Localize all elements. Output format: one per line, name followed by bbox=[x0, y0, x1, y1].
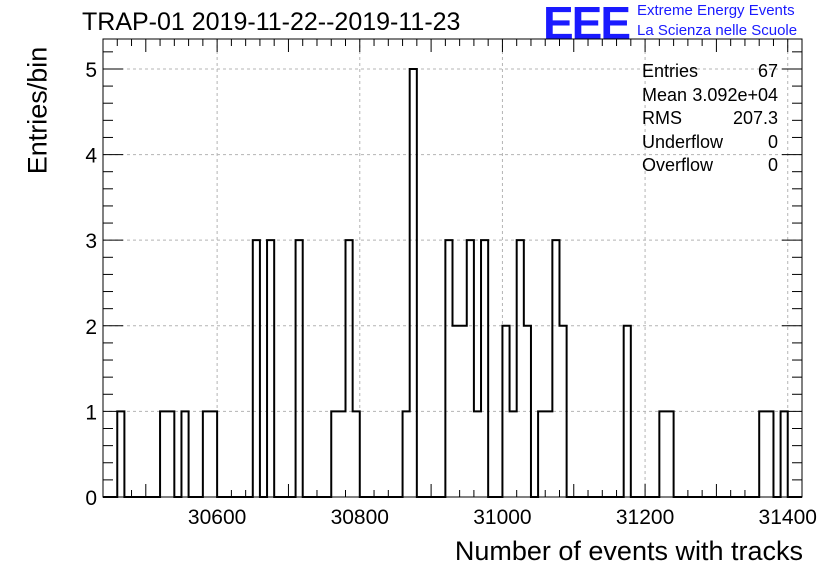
y-axis-ticks: 0 1 2 3 4 5 bbox=[85, 51, 802, 510]
y-tick-label: 3 bbox=[85, 230, 97, 253]
histogram-bin bbox=[552, 240, 559, 497]
stat-value: 67 bbox=[757, 61, 778, 81]
histogram-bin bbox=[781, 411, 788, 497]
stat-row-overflow: Overflow 0 bbox=[642, 154, 778, 178]
histogram-bin bbox=[296, 240, 303, 497]
chart-title: TRAP-01 2019-11-22--2019-11-23 bbox=[82, 8, 461, 36]
histogram-bin bbox=[545, 411, 552, 497]
x-tick-label: 31000 bbox=[473, 506, 531, 529]
stat-value: 0 bbox=[767, 155, 778, 175]
stat-name: Mean bbox=[642, 84, 688, 105]
histogram-bin bbox=[353, 411, 360, 497]
stat-row-entries: Entries 67 bbox=[642, 60, 778, 84]
stat-row-mean: Mean 3.092e+04 bbox=[642, 84, 778, 108]
y-tick-label: 0 bbox=[85, 487, 97, 510]
x-tick-label: 30800 bbox=[331, 506, 389, 529]
histogram-bin bbox=[445, 240, 452, 497]
plot-frame bbox=[102, 38, 803, 498]
y-tick-label: 2 bbox=[85, 316, 97, 339]
histogram-bin bbox=[659, 411, 666, 497]
x-tick-label: 30600 bbox=[188, 506, 246, 529]
histogram-bin bbox=[160, 411, 167, 497]
stat-value: 0 bbox=[767, 131, 778, 152]
stat-value: 207.3 bbox=[732, 108, 778, 128]
histogram-bin bbox=[410, 69, 417, 497]
stats-box: Entries 67 Mean 3.092e+04 RMS 207.3 Underfl… bbox=[642, 60, 778, 178]
y-axis-label: Entries/bin bbox=[22, 46, 53, 175]
histogram-bars bbox=[103, 67, 802, 498]
histogram-bin bbox=[474, 411, 481, 497]
histogram-outline bbox=[103, 67, 802, 498]
y-tick-label: 4 bbox=[85, 145, 97, 168]
eee-logo: EEE bbox=[543, 0, 631, 49]
x-tick-label: 31400 bbox=[759, 506, 817, 529]
histogram-bin bbox=[203, 411, 210, 497]
histogram-bin bbox=[253, 240, 260, 497]
y-tick-label: 1 bbox=[85, 401, 97, 424]
histogram-bin bbox=[759, 411, 766, 497]
histogram-bin bbox=[666, 411, 673, 497]
histogram-bin bbox=[331, 411, 338, 497]
stat-name: Underflow bbox=[642, 131, 724, 152]
histogram-bin bbox=[167, 411, 174, 497]
stat-name: Entries bbox=[642, 61, 699, 81]
histogram-bin bbox=[510, 411, 517, 497]
x-tick-label: 31200 bbox=[616, 506, 674, 529]
stat-row-underflow: Underflow 0 bbox=[642, 131, 778, 155]
logo-line-1: Extreme Energy Events bbox=[637, 2, 795, 19]
histogram-bin bbox=[117, 411, 124, 497]
histogram-bin bbox=[517, 240, 524, 497]
histogram-bin bbox=[403, 411, 410, 497]
logo-line-2: La Scienza nelle Scuole bbox=[637, 22, 798, 39]
x-axis-label: Number of events with tracks bbox=[454, 536, 803, 566]
y-tick-label: 5 bbox=[85, 59, 97, 82]
stat-name: Overflow bbox=[642, 155, 714, 175]
histogram-bin bbox=[267, 240, 274, 497]
stat-name: RMS bbox=[642, 108, 682, 128]
x-axis-ticks: 30600 30800 31000 31200 31400 bbox=[116, 39, 817, 529]
histogram-bin bbox=[181, 411, 188, 497]
histogram-bin bbox=[467, 240, 474, 497]
histogram-bin bbox=[481, 240, 488, 497]
histogram-bin bbox=[766, 411, 773, 497]
histogram-bin bbox=[210, 411, 217, 497]
histogram-bin bbox=[538, 411, 545, 497]
histogram-bin bbox=[338, 411, 345, 497]
histogram-bin bbox=[346, 240, 353, 497]
stat-row-rms: RMS 207.3 bbox=[642, 107, 778, 131]
stat-value: 3.092e+04 bbox=[692, 84, 778, 105]
